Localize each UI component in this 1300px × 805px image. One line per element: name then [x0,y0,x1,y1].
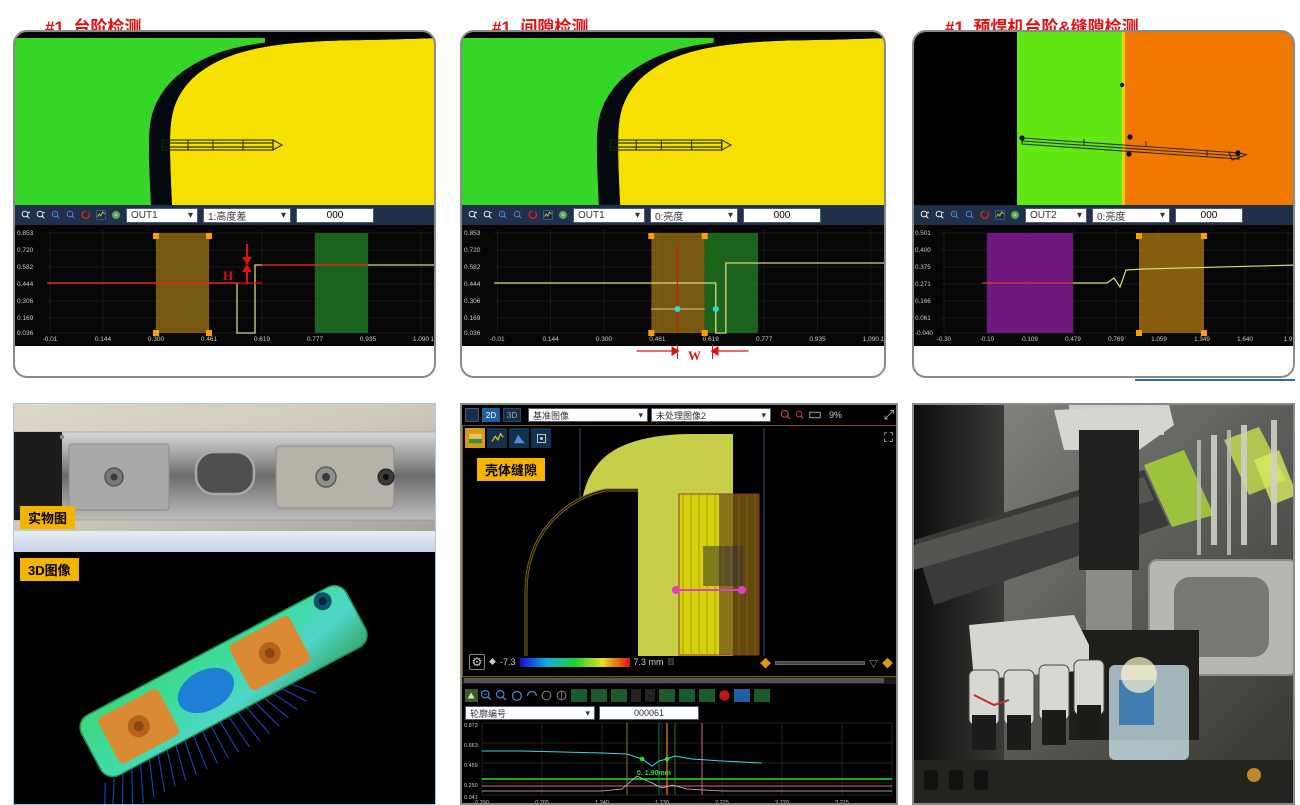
svg-text:0.501: 0.501 [915,230,931,237]
svg-text:1.2: 1.2 [430,336,436,343]
svg-text:0.400: 0.400 [915,247,931,254]
svg-text:0.853: 0.853 [17,230,34,237]
svg-text:0.720: 0.720 [17,247,34,254]
svg-text:0.250: 0.250 [464,783,478,789]
svg-text:0. 1.90mm: 0. 1.90mm [637,770,671,777]
svg-text:0.444: 0.444 [17,281,34,288]
svg-text:0.169: 0.169 [17,315,34,322]
svg-text:1.240: 1.240 [595,800,609,805]
svg-text:0.290: 0.290 [475,800,489,805]
svg-text:0.109: 0.109 [1022,336,1038,343]
svg-text:0.271: 0.271 [915,281,931,288]
svg-text:1.9: 1.9 [1284,336,1293,343]
svg-text:0.765: 0.765 [535,800,549,805]
svg-text:0.036: 0.036 [17,330,34,337]
svg-text:0.306: 0.306 [17,298,34,305]
svg-text:0.769: 0.769 [1108,336,1124,343]
svg-text:0.375: 0.375 [915,264,931,271]
svg-text:1.730: 1.730 [655,800,669,805]
svg-text:1.349: 1.349 [1194,336,1210,343]
svg-text:2.225: 2.225 [715,800,729,805]
svg-text:3.215: 3.215 [835,800,849,805]
svg-text:0.873: 0.873 [464,723,478,729]
svg-text:0.582: 0.582 [17,264,34,271]
svg-text:-0.01: -0.01 [43,336,58,343]
svg-text:-0.30: -0.30 [937,336,952,343]
svg-text:1.640: 1.640 [1237,336,1253,343]
svg-text:0.777: 0.777 [307,336,324,343]
svg-text:0.061: 0.061 [915,315,931,322]
svg-text:0.663: 0.663 [464,743,478,749]
svg-text:-0.10: -0.10 [980,336,995,343]
svg-text:1.059: 1.059 [1151,336,1167,343]
svg-text:0.619: 0.619 [254,336,271,343]
svg-text:0.479: 0.479 [1065,336,1081,343]
svg-text:0.459: 0.459 [464,763,478,769]
svg-text:W: W [688,348,701,363]
svg-text:0.144: 0.144 [95,336,112,343]
svg-text:H: H [223,268,233,283]
svg-text:0.461: 0.461 [201,336,218,343]
svg-text:2.720: 2.720 [775,800,789,805]
svg-text:0.300: 0.300 [148,336,165,343]
svg-text:1.090: 1.090 [413,336,430,343]
svg-text:-0.040: -0.040 [915,330,933,337]
svg-text:0.166: 0.166 [915,298,931,305]
svg-text:0.935: 0.935 [360,336,377,343]
